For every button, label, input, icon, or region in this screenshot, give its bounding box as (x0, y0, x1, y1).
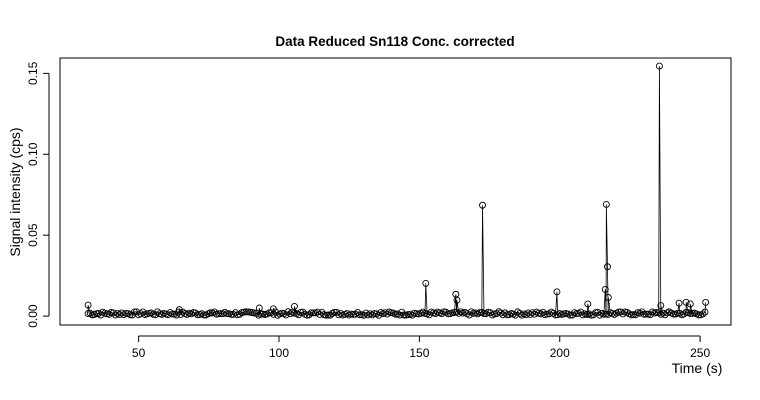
data-point (362, 309, 370, 317)
data-point (116, 311, 124, 318)
data-point (122, 309, 130, 317)
data-point (545, 310, 553, 318)
series-line (87, 66, 707, 317)
data-point (482, 310, 490, 318)
x-tick-label: 200 (550, 346, 570, 360)
data-point (601, 285, 609, 293)
data-point (168, 310, 176, 318)
data-point (655, 62, 663, 70)
data-point (699, 310, 707, 318)
data-point (514, 308, 522, 316)
x-axis-label: Time (s) (672, 360, 723, 376)
data-point (215, 310, 223, 318)
series-path (87, 66, 707, 317)
data-point (632, 311, 639, 319)
data-point (383, 310, 391, 318)
data-point (314, 308, 322, 316)
data-point (206, 309, 214, 317)
data-point (265, 309, 273, 317)
data-point (109, 309, 117, 317)
plot-area (59, 57, 732, 326)
data-point (686, 300, 694, 308)
data-point (200, 311, 208, 319)
data-point (267, 309, 275, 317)
data-point (493, 310, 501, 318)
data-point (93, 310, 100, 318)
x-tick-label: 150 (409, 346, 429, 360)
data-point (290, 302, 298, 310)
data-point (221, 308, 229, 316)
data-point (602, 200, 610, 208)
data-point (584, 300, 592, 308)
data-point (309, 309, 317, 317)
data-point (526, 311, 534, 318)
data-point (657, 302, 665, 310)
y-axis: 0.00 0.05 0.10 0.15 (26, 61, 50, 328)
data-point (600, 310, 608, 318)
x-axis: 50 100 150 200 250 (132, 335, 710, 360)
data-point (272, 308, 279, 316)
data-point (360, 311, 368, 319)
data-point (179, 308, 187, 316)
data-point (522, 311, 530, 319)
y-tick-label: 0.15 (26, 61, 40, 85)
x-tick-label: 250 (690, 346, 710, 360)
y-tick-label: 0.05 (26, 223, 40, 247)
data-point (453, 296, 461, 304)
data-point (147, 309, 155, 317)
data-point (516, 310, 524, 317)
series-points (84, 62, 710, 319)
data-point (284, 308, 292, 316)
y-axis-label: Signal intensity (cps) (7, 127, 23, 256)
data-point (655, 309, 663, 317)
data-point (370, 310, 378, 318)
data-point (701, 308, 709, 316)
data-point (413, 310, 421, 318)
data-point (659, 309, 667, 317)
data-point (244, 308, 252, 316)
data-point (305, 311, 313, 319)
data-point (210, 308, 218, 316)
y-tick-label: 0.10 (26, 142, 40, 166)
data-point (455, 309, 463, 317)
data-point (476, 309, 484, 317)
data-point (356, 311, 364, 319)
x-tick-label: 100 (269, 346, 289, 360)
data-point (175, 306, 183, 314)
data-point (568, 311, 576, 319)
data-point (84, 301, 92, 309)
data-point (497, 309, 505, 317)
data-point (682, 298, 690, 306)
data-point (166, 309, 174, 316)
data-point (408, 311, 416, 319)
data-point (524, 309, 532, 317)
data-point (422, 279, 430, 287)
data-point (111, 311, 119, 319)
data-point (604, 263, 611, 271)
data-point (419, 308, 427, 316)
data-point (702, 298, 710, 306)
data-point (539, 308, 547, 316)
data-point (236, 310, 244, 318)
data-point (604, 294, 612, 301)
data-point (324, 311, 332, 319)
data-point (322, 311, 330, 319)
data-point (695, 311, 703, 319)
data-point (354, 309, 362, 316)
data-point (642, 310, 650, 318)
data-point (467, 308, 475, 316)
data-point (675, 299, 683, 307)
y-tick-label: 0.00 (26, 304, 40, 328)
data-point (611, 311, 618, 318)
data-point (553, 288, 561, 296)
chart-title: Data Reduced Sn118 Conc. corrected (275, 34, 514, 49)
data-point (638, 308, 646, 316)
data-point (596, 311, 604, 319)
x-tick-label: 50 (132, 346, 146, 360)
data-point (479, 201, 486, 209)
